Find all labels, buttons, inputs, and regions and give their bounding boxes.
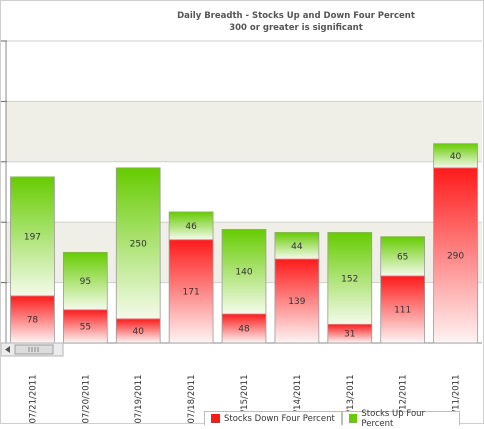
x-tick-label: 07/18/2011 (187, 375, 197, 424)
bar-up (168, 211, 214, 241)
legend-label-down: Stocks Down Four Percent (224, 413, 335, 424)
data-label-down: 31 (344, 330, 355, 340)
x-tick-label: 07/19/2011 (134, 375, 144, 424)
legend-label-up: Stocks Up Four Percent (361, 408, 426, 429)
x-tick-label: 07/14/2011 (293, 375, 303, 424)
data-label-down: 139 (288, 297, 305, 307)
bar-up (274, 232, 320, 260)
x-tick-label: 07/13/2011 (346, 375, 356, 424)
grid-band (6, 161, 482, 223)
scrollbar-thumb (14, 344, 54, 355)
bar-up (327, 232, 373, 325)
data-label-down: 290 (447, 251, 464, 261)
data-label-up: 197 (24, 232, 41, 242)
data-label-down: 40 (132, 327, 144, 337)
data-label-up: 40 (450, 152, 462, 162)
x-tick-label: 07/15/2011 (240, 375, 250, 424)
bar-up (380, 236, 426, 277)
data-label-up: 44 (291, 242, 303, 252)
data-label-up: 46 (185, 222, 197, 232)
data-label-up: 250 (130, 239, 147, 249)
x-tick-label: 07/11/2011 (452, 375, 462, 424)
data-label-up: 95 (80, 277, 91, 287)
legend-item-down: Stocks Down Four Percent (204, 411, 342, 425)
legend-item-up: Stocks Up Four Percent (342, 409, 460, 429)
x-tick-label: 07/20/2011 (81, 375, 91, 424)
data-label-down: 171 (183, 287, 200, 297)
legend-swatch-down (211, 414, 220, 423)
bar-up (10, 176, 55, 297)
data-label-up: 152 (341, 274, 358, 284)
x-tick-label: 07/12/2011 (399, 375, 409, 424)
bar-down (221, 313, 267, 344)
data-label-down: 111 (394, 305, 411, 315)
x-tick-label: 07/21/2011 (28, 375, 38, 424)
bar-up (115, 167, 161, 320)
bar-up (221, 229, 267, 315)
bar-down (115, 318, 161, 344)
bar-down (433, 167, 478, 344)
chart-subtitle: 300 or greater is significant (229, 23, 363, 33)
bar-down (380, 275, 426, 344)
data-label-down: 48 (238, 325, 250, 335)
data-label-up: 65 (397, 252, 408, 262)
bar-up (433, 143, 478, 169)
chart-title: Daily Breadth - Stocks Up and Down Four … (177, 11, 415, 21)
data-label-down: 78 (27, 315, 39, 325)
bar-up (62, 251, 108, 311)
data-label-down: 55 (80, 322, 91, 332)
scroll-left-arrow-icon (5, 346, 10, 353)
data-label-up: 140 (235, 268, 252, 278)
grid-band (6, 101, 482, 162)
legend-swatch-up (349, 414, 358, 423)
bar-down (62, 309, 108, 344)
grid-band (6, 41, 482, 102)
